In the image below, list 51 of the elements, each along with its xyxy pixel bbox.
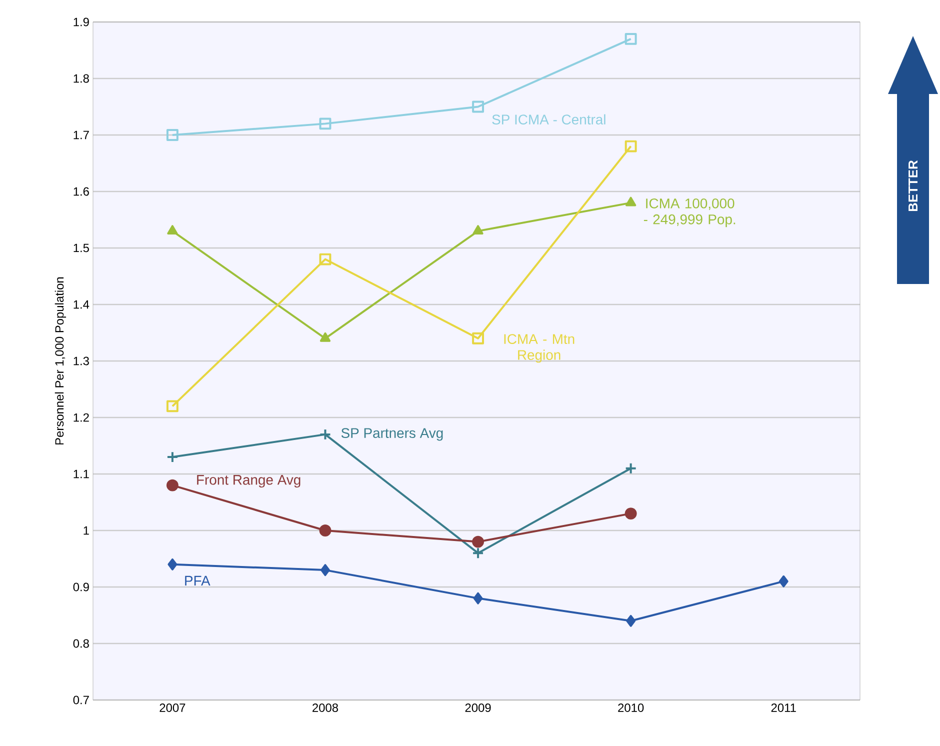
series-label: SP ICMA - Central [492, 114, 606, 125]
series-label: Front Range Avg [197, 475, 300, 488]
series-label: ICMA 100,000 - 249,999 Pop. [644, 198, 736, 228]
x-tick-label: 2009 [465, 704, 491, 712]
point [624, 140, 637, 152]
point [624, 508, 637, 520]
y-tick-label: 0.7 [73, 696, 89, 704]
point [320, 564, 330, 576]
point [472, 547, 484, 560]
y-tick-label: 1.8 [74, 74, 89, 83]
y-tick-label: 1.3 [74, 356, 89, 366]
x-tick-label: 2007 [160, 704, 186, 712]
point [472, 100, 484, 113]
point [472, 536, 484, 548]
point [320, 332, 331, 342]
point [166, 479, 178, 492]
series-label: SP Partners Avg [341, 428, 443, 441]
point [626, 614, 636, 627]
point [778, 575, 788, 588]
point [166, 129, 178, 141]
y-tick-label: 1.9 [74, 18, 89, 26]
x-tick-label: 2011 [771, 704, 796, 712]
series-label: ICMA - Mtn Region [504, 334, 574, 363]
y-tick-label: 0.9 [73, 582, 89, 592]
point [166, 451, 178, 464]
point [166, 400, 178, 412]
point [472, 332, 484, 344]
point [168, 558, 178, 570]
point [319, 253, 332, 266]
point [624, 462, 637, 474]
point [319, 118, 332, 130]
text: BETTER [908, 160, 918, 212]
x-tick-label: 2008 [312, 704, 338, 712]
point [473, 592, 483, 604]
y-tick-label: 1.4 [74, 300, 90, 309]
point [624, 32, 637, 45]
y-axis-title: Personnel Per 1,000 Population [54, 277, 66, 444]
y-tick-label: 1.7 [74, 130, 89, 140]
y-tick-label: 1.1 [74, 470, 89, 478]
point [626, 196, 636, 206]
point [472, 225, 484, 235]
y-tick-label: 1.2 [74, 413, 89, 422]
series-label: PFA [185, 576, 210, 586]
point [167, 225, 178, 235]
y-tick-label: 1 [84, 526, 89, 535]
point [319, 428, 332, 440]
x-tick-label: 2010 [618, 704, 644, 712]
point [319, 524, 332, 536]
y-tick-label: 0.8 [73, 639, 89, 648]
y-tick-label: 1.5 [74, 244, 89, 252]
y-tick-label: 1.6 [74, 187, 89, 196]
